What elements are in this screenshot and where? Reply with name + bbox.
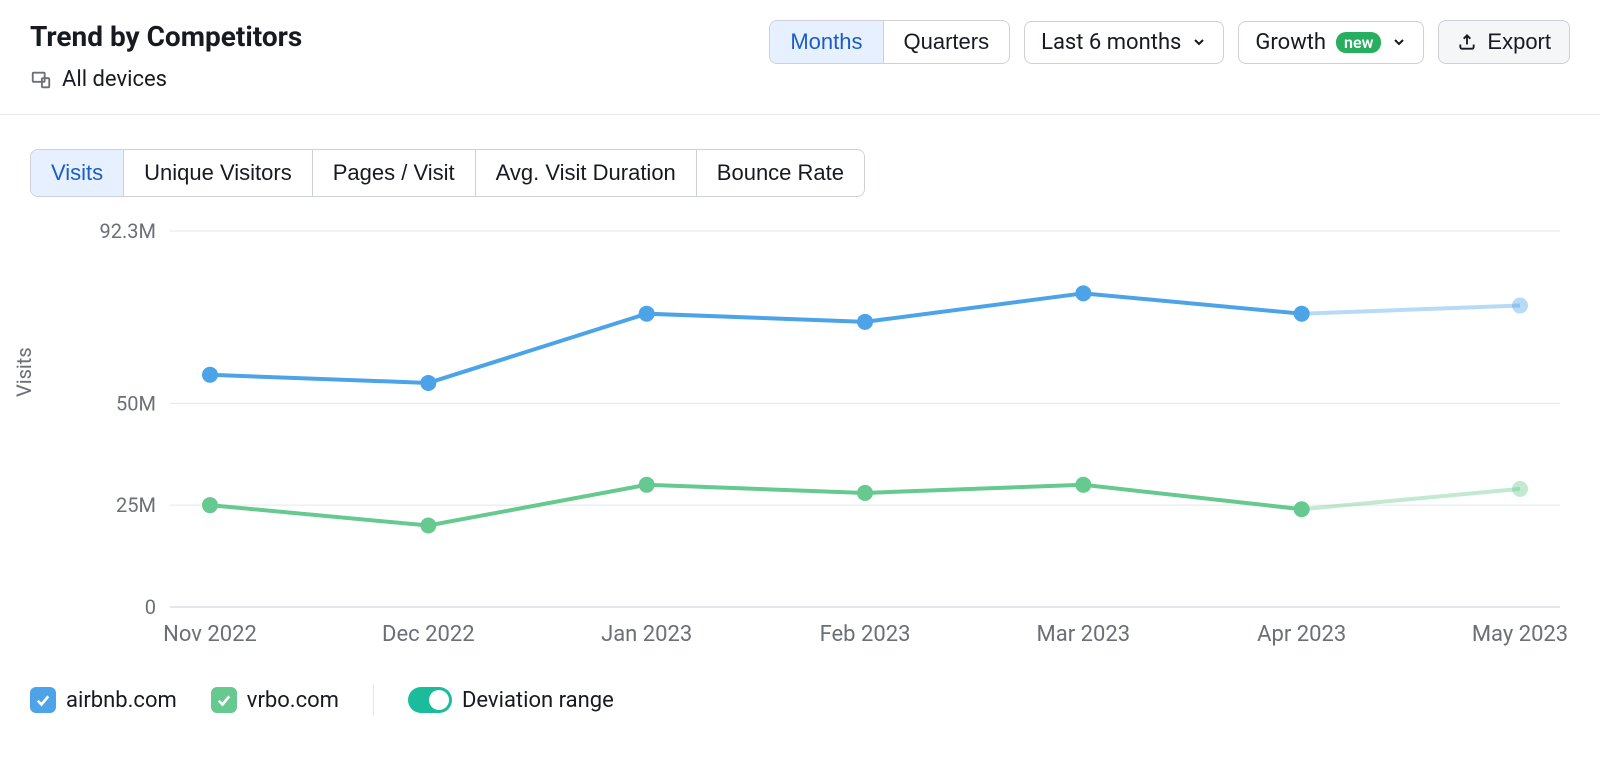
- series-point[interactable]: [202, 497, 218, 513]
- growth-dropdown[interactable]: Growth new: [1238, 21, 1424, 64]
- header-right: Months Quarters Last 6 months Growth new…: [769, 20, 1570, 64]
- chart-container: Visits 92.3M50M25M0Nov 2022Dec 2022Jan 2…: [30, 217, 1570, 657]
- legend: airbnb.com vrbo.com Deviation range: [30, 685, 1600, 715]
- series-point[interactable]: [857, 485, 873, 501]
- daterange-dropdown[interactable]: Last 6 months: [1024, 21, 1224, 64]
- x-tick-label: Mar 2023: [1037, 622, 1131, 647]
- new-badge: new: [1336, 32, 1381, 53]
- deviation-label: Deviation range: [462, 688, 614, 713]
- period-segmented: Months Quarters: [769, 20, 1010, 64]
- export-button[interactable]: Export: [1438, 20, 1570, 64]
- page-title: Trend by Competitors: [30, 20, 302, 53]
- y-axis-label: Visits: [12, 347, 36, 397]
- y-tick-label: 0: [145, 595, 156, 619]
- metric-tab-unique-visitors[interactable]: Unique Visitors: [123, 150, 312, 196]
- legend-label: vrbo.com: [247, 688, 339, 713]
- legend-item-vrbo-com[interactable]: vrbo.com: [211, 687, 339, 713]
- deviation-toggle-item[interactable]: Deviation range: [408, 687, 614, 713]
- period-months-button[interactable]: Months: [770, 21, 882, 63]
- devices-icon: [30, 69, 52, 91]
- devices-label: All devices: [62, 67, 167, 92]
- metric-tab-pages-visit[interactable]: Pages / Visit: [312, 150, 475, 196]
- series-point[interactable]: [420, 375, 436, 391]
- series-point[interactable]: [1075, 477, 1091, 493]
- metric-tabs: VisitsUnique VisitorsPages / VisitAvg. V…: [30, 149, 865, 197]
- x-tick-label: May 2023: [1472, 622, 1568, 647]
- series-line-airbnb-com: [210, 293, 1302, 383]
- legend-divider: [373, 685, 374, 715]
- series-point[interactable]: [1075, 285, 1091, 301]
- metric-tab-avg-visit-duration[interactable]: Avg. Visit Duration: [475, 150, 696, 196]
- chevron-down-icon: [1191, 34, 1207, 50]
- series-line-faded-airbnb-com: [1302, 306, 1520, 314]
- chevron-down-icon: [1391, 34, 1407, 50]
- series-point[interactable]: [202, 367, 218, 383]
- y-tick-label: 92.3M: [100, 219, 156, 243]
- export-label: Export: [1487, 29, 1551, 55]
- metric-tab-bounce-rate[interactable]: Bounce Rate: [696, 150, 864, 196]
- header-left: Trend by Competitors All devices: [30, 20, 302, 92]
- daterange-label: Last 6 months: [1041, 30, 1181, 55]
- header: Trend by Competitors All devices Months …: [0, 0, 1600, 92]
- devices-filter[interactable]: All devices: [30, 67, 302, 92]
- series-point[interactable]: [1294, 306, 1310, 322]
- checkbox-icon: [211, 687, 237, 713]
- period-quarters-button[interactable]: Quarters: [883, 21, 1010, 63]
- y-tick-label: 50M: [116, 391, 156, 415]
- series-point[interactable]: [420, 518, 436, 534]
- series-point[interactable]: [639, 477, 655, 493]
- y-tick-label: 25M: [116, 493, 156, 517]
- x-tick-label: Dec 2022: [382, 622, 475, 647]
- checkbox-icon: [30, 687, 56, 713]
- growth-label: Growth: [1255, 30, 1326, 55]
- series-point[interactable]: [857, 314, 873, 330]
- metric-tab-visits[interactable]: Visits: [31, 150, 123, 196]
- series-point[interactable]: [1294, 501, 1310, 517]
- series-point[interactable]: [1512, 298, 1528, 314]
- legend-label: airbnb.com: [66, 688, 177, 713]
- x-tick-label: Feb 2023: [820, 622, 911, 647]
- divider: [0, 114, 1600, 115]
- series-point[interactable]: [639, 306, 655, 322]
- series-point[interactable]: [1512, 481, 1528, 497]
- toggle-switch[interactable]: [408, 687, 452, 713]
- x-tick-label: Apr 2023: [1257, 622, 1346, 647]
- x-tick-label: Jan 2023: [601, 622, 692, 647]
- chart-svg: 92.3M 50M 25M 0 Nov 2022 Dec 2022 Jan 2023 Feb …: [30, 217, 1570, 657]
- legend-item-airbnb-com[interactable]: airbnb.com: [30, 687, 177, 713]
- series-line-faded-vrbo-com: [1302, 489, 1520, 509]
- toggle-knob: [429, 690, 449, 710]
- x-tick-label: Nov 2022: [163, 622, 257, 647]
- export-icon: [1457, 32, 1477, 52]
